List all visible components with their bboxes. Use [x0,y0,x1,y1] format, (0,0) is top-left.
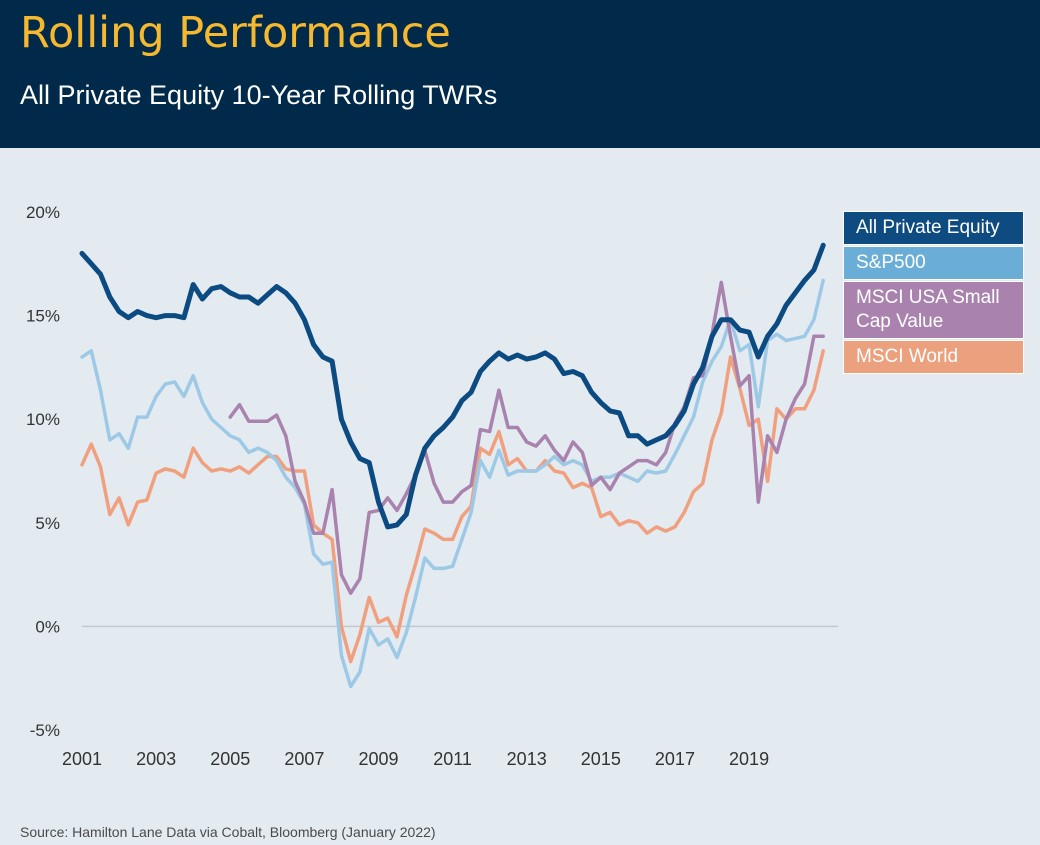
y-tick-label: 10% [26,410,60,429]
x-tick-label: 2017 [655,749,695,769]
page-title: Rolling Performance [20,8,451,58]
legend-item-msci-usa-small-cap-value: MSCI USA Small Cap Value [843,281,1024,339]
y-tick-label: 15% [26,307,60,326]
y-tick-label: 20% [26,203,60,222]
x-tick-label: 2003 [136,749,176,769]
x-tick-label: 2001 [62,749,102,769]
legend-item-sp500: S&P500 [843,246,1024,280]
y-tick-label: -5% [30,721,60,740]
x-tick-label: 2011 [433,749,472,769]
x-tick-label: 2015 [581,749,621,769]
header-banner: Rolling Performance All Private Equity 1… [0,0,1040,148]
series-line-msci-world [80,349,825,664]
y-tick-label: 5% [35,514,60,533]
y-axis: -5% 0% 5% 10% 15% 20% [26,203,60,740]
legend-label: S&P500 [856,252,926,273]
legend-label: MSCI World [856,346,959,367]
legend-item-msci-world: MSCI World [843,340,1024,374]
line-chart: -5% 0% 5% 10% 15% 20% 2001 2003 2005 2007 2009 201… [26,203,838,769]
x-tick-label: 2013 [507,749,547,769]
series-line-s-p500 [80,278,825,689]
legend-label: MSCI USA Small Cap Value [856,287,1000,332]
series-group [79,242,826,689]
legend-item-all-private-equity: All Private Equity [843,211,1024,245]
x-axis: 2001 2003 2005 2007 2009 2011 2013 2015 2017 2019 [62,749,769,769]
chart-subtitle: All Private Equity 10-Year Rolling TWRs [20,80,498,110]
x-tick-label: 2005 [210,749,250,769]
source-note: Source: Hamilton Lane Data via Cobalt, B… [20,824,436,840]
x-tick-label: 2007 [284,749,324,769]
series-line-msci-usa-small-cap-value [228,280,825,595]
y-tick-label: 0% [35,617,60,636]
x-tick-label: 2019 [729,749,769,769]
x-tick-label: 2009 [358,749,398,769]
series-line-all-private-equity [79,242,826,530]
legend-label: All Private Equity [856,217,1000,238]
